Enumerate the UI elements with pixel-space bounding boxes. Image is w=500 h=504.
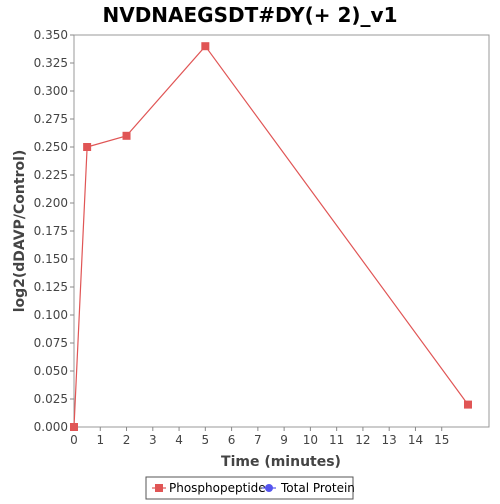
x-tick-label: 15 bbox=[434, 433, 449, 447]
x-tick-label: 12 bbox=[355, 433, 370, 447]
x-tick-label: 3 bbox=[149, 433, 157, 447]
x-tick-label: 9 bbox=[280, 433, 288, 447]
y-tick-label: 0.025 bbox=[34, 392, 68, 406]
x-tick-label: 7 bbox=[254, 433, 262, 447]
x-axis-label: Time (minutes) bbox=[221, 454, 341, 470]
y-tick-label: 0.050 bbox=[34, 364, 68, 378]
y-tick-label: 0.200 bbox=[34, 196, 68, 210]
x-tick-label: 14 bbox=[408, 433, 423, 447]
y-tick-label: 0.000 bbox=[34, 420, 68, 434]
x-tick-label: 11 bbox=[329, 433, 344, 447]
x-tick-label: 1 bbox=[96, 433, 104, 447]
y-tick-label: 0.175 bbox=[34, 224, 68, 238]
x-tick-label: 4 bbox=[175, 433, 183, 447]
y-tick-label: 0.300 bbox=[34, 84, 68, 98]
y-tick-label: 0.150 bbox=[34, 252, 68, 266]
x-tick-label: 2 bbox=[123, 433, 131, 447]
data-point bbox=[122, 131, 131, 140]
y-tick-label: 0.350 bbox=[34, 28, 68, 42]
y-tick-label: 0.275 bbox=[34, 112, 68, 126]
x-axis: 0 1 2 3 4 5 6 7 9 10 11 12 13 14 15 bbox=[70, 427, 449, 447]
y-axis-label: log2(dDAVP/Control) bbox=[12, 150, 28, 313]
x-tick-label: 6 bbox=[228, 433, 236, 447]
data-point bbox=[201, 42, 210, 51]
legend-phosphopeptide-marker bbox=[155, 484, 163, 492]
legend-total-protein-label: Total Protein bbox=[280, 481, 355, 495]
y-tick-label: 0.075 bbox=[34, 336, 68, 350]
x-tick-label: 0 bbox=[70, 433, 78, 447]
x-tick-label: 5 bbox=[202, 433, 210, 447]
y-tick-label: 0.325 bbox=[34, 56, 68, 70]
y-axis: 0.000 0.025 0.050 0.075 0.100 0.125 0.150 0.175… bbox=[34, 28, 74, 434]
legend-total-protein-marker bbox=[265, 484, 273, 492]
legend-phosphopeptide-label: Phosphopeptide bbox=[169, 481, 266, 495]
plot-area bbox=[73, 34, 490, 428]
x-tick-label: 13 bbox=[382, 433, 397, 447]
series-layer bbox=[70, 42, 472, 431]
y-tick-label: 0.125 bbox=[34, 280, 68, 294]
data-point bbox=[83, 143, 92, 151]
legend-box bbox=[145, 476, 354, 500]
y-tick-label: 0.225 bbox=[34, 168, 68, 182]
x-tick-label: 10 bbox=[303, 433, 318, 447]
data-point bbox=[70, 423, 78, 431]
chart-title: NVDNAEGSDT#DY(+ 2)_v1 bbox=[102, 3, 397, 27]
data-point bbox=[463, 400, 472, 409]
legend: Phosphopeptide Total Protein bbox=[145, 476, 355, 500]
y-tick-label: 0.100 bbox=[34, 308, 68, 322]
y-tick-label: 0.250 bbox=[34, 140, 68, 154]
